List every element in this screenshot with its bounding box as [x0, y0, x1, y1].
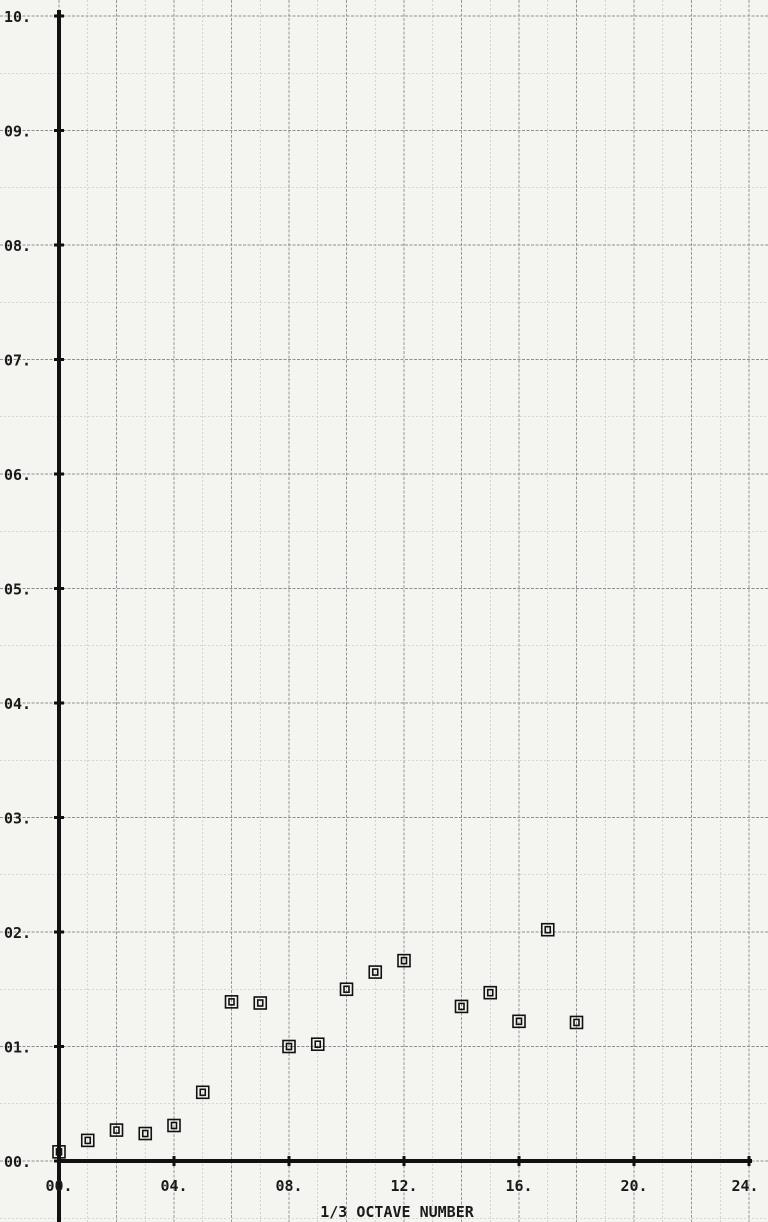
data-point	[167, 1118, 181, 1133]
y-tick-label: 04.	[4, 695, 31, 713]
x-tick-label: 16.	[505, 1177, 532, 1195]
y-tick-label: 07.	[4, 352, 31, 370]
data-point	[540, 922, 555, 937]
data-point	[512, 1014, 526, 1029]
x-tick-label: 20.	[620, 1177, 647, 1195]
data-point	[310, 1037, 325, 1052]
data-point	[224, 995, 239, 1009]
data-point	[195, 1085, 210, 1100]
y-tick-label: 02.	[4, 924, 31, 942]
data-point	[109, 1123, 124, 1137]
data-point	[138, 1126, 153, 1141]
data-point	[397, 953, 411, 968]
x-tick-label: 04.	[160, 1177, 187, 1195]
data-points	[52, 922, 584, 1159]
y-tick-label: 08.	[4, 237, 31, 255]
y-tick-label: 01.	[4, 1039, 31, 1057]
y-tick-label: 03.	[4, 810, 31, 828]
x-tick-label: 08.	[275, 1177, 302, 1195]
data-point	[569, 1015, 584, 1030]
data-point	[483, 985, 498, 1000]
x-tick-labels: 00. 04. 08. 12. 16. 20. 24.	[45, 1156, 759, 1195]
y-tick-labels: 00. 01. 02. 03. 04. 05. 06. 07. 08. 09. 10.	[4, 8, 64, 1171]
x-axis-title: 1/3 OCTAVE NUMBER	[320, 1203, 474, 1221]
data-point	[253, 996, 268, 1010]
y-tick-label: 06.	[4, 466, 31, 484]
data-point	[80, 1133, 95, 1148]
x-tick-label: 00.	[45, 1177, 72, 1195]
data-point	[339, 982, 354, 997]
y-tick-label: 09.	[4, 123, 31, 141]
x-tick-label: 24.	[731, 1177, 758, 1195]
x-tick-label: 12.	[390, 1177, 417, 1195]
y-tick-label: 10.	[4, 8, 31, 26]
y-tick-label: 05.	[4, 581, 31, 599]
data-point	[454, 999, 469, 1014]
data-point	[282, 1039, 296, 1054]
y-tick-label: 00.	[4, 1153, 31, 1171]
data-point	[368, 965, 383, 979]
data-point	[52, 1145, 66, 1159]
